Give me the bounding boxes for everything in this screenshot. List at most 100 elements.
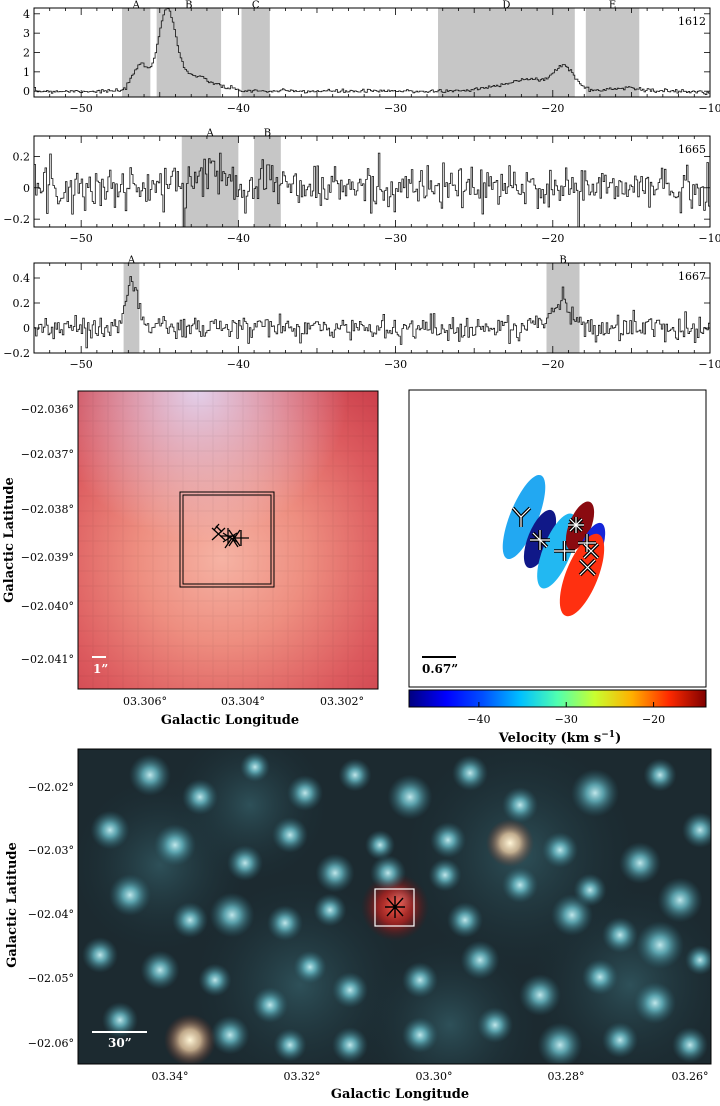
ellipse-comp-1 (502, 474, 546, 560)
ytick-1667-3: 0.4 (13, 272, 31, 285)
region-label-1612-B: B (185, 0, 192, 11)
small-map-ytick-5: −02.040° (21, 600, 74, 613)
small-map-xtick-2: 03.304° (221, 695, 265, 708)
region-label-1667-A: A (127, 255, 136, 266)
region-label-1665-B: B (264, 128, 271, 139)
large-map-x-ticks: 03.34° 03.32° 03.30° 03.28° 03.26° (152, 1070, 709, 1083)
region-1665-A (181, 136, 239, 227)
small-map-ytick-1: −02.036° (21, 403, 74, 416)
small-map-box-inner (182, 494, 272, 585)
spectra-panels: A B C D E −50 −40 −30 −20 −10 0 1 2 3 4 1612 A B −50 −40 −30… (3, 0, 720, 371)
ytick-1612-2: 2 (23, 47, 30, 60)
region-label-1612-E: E (609, 0, 616, 11)
large-map-y-ticks: −02.02° −02.03° −02.04° −02.05° −02.06° (28, 781, 74, 1050)
velocity-scale-label: 0.67” (422, 662, 458, 676)
large-map-ytick-1: −02.02° (28, 781, 74, 794)
spectrum-line-1667 (34, 276, 711, 349)
velocity-colorbar (408, 689, 707, 708)
small-map-ylabel: Galactic Latitude (2, 477, 17, 603)
spectrum-1665: A B −50 −40 −30 −20 −10 −0.2 0 0.2 1665 (3, 128, 720, 245)
spectrum-label-1612: 1612 (678, 15, 706, 28)
small-map-scale-label: 1” (93, 662, 108, 676)
large-map-stars (78, 749, 711, 1064)
bright-source-top-right (486, 819, 534, 867)
region-1612-D (438, 8, 575, 97)
small-map-box-outer (179, 491, 275, 588)
colorbar-tick-1: −30 (555, 713, 578, 726)
region-label-1612-C: C (252, 0, 260, 11)
velocity-crosses (511, 506, 600, 577)
xtick-1612-1: −40 (227, 102, 250, 115)
region-label-1665-A: A (205, 128, 214, 139)
large-map-xtick-3: 03.30° (416, 1070, 453, 1083)
large-map-xtick-1: 03.34° (152, 1070, 189, 1083)
region-1612-B (156, 8, 222, 97)
xtick-1665-2: −30 (384, 232, 407, 245)
large-map-panel: −02.02° −02.03° −02.04° −02.05° −02.06° … (0, 745, 720, 1102)
large-map-svg: −02.02° −02.03° −02.04° −02.05° −02.06° … (5, 748, 712, 1102)
xtick-1665-3: −20 (541, 232, 564, 245)
small-map-ytick-2: −02.037° (21, 448, 74, 461)
ytick-1667-1: 0 (23, 322, 30, 335)
large-map-xtick-2: 03.32° (284, 1070, 321, 1083)
large-map-ytick-4: −02.05° (28, 972, 74, 985)
spectrum-label-1665: 1665 (678, 143, 706, 156)
large-map-scale-label: 30” (108, 1036, 132, 1050)
xtick-1667-1: −40 (227, 358, 250, 371)
region-label-1612-D: D (502, 0, 510, 11)
ytick-1612-3: 3 (23, 27, 30, 40)
large-map-xtick-4: 03.28° (548, 1070, 585, 1083)
small-map-maser-markers (211, 523, 249, 549)
large-map-ytick-2: −02.03° (28, 844, 74, 857)
spectrum-1612: A B C D E −50 −40 −30 −20 −10 0 1 2 3 4 1612 (23, 0, 720, 115)
colorbar-tick-2: −20 (642, 713, 665, 726)
region-1667-A (123, 263, 140, 353)
region-label-1667-B: B (559, 255, 566, 266)
small-map-panel: −02.036° −02.037° −02.038° −02.039° −02.… (0, 380, 400, 730)
small-map-xlabel: Galactic Longitude (161, 713, 299, 728)
bright-source-bottom-left (164, 1014, 216, 1064)
small-map-x-ticks: 03.306° 03.304° 03.302° (123, 695, 364, 708)
ytick-1667-2: 0.2 (13, 297, 31, 310)
small-map-xtick-3: 03.302° (320, 695, 364, 708)
small-map-ytick-6: −02.041° (21, 653, 74, 666)
xtick-1612-4: −10 (698, 102, 720, 115)
small-map-ytick-4: −02.039° (21, 551, 74, 564)
xtick-1667-0: −50 (70, 358, 93, 371)
xtick-1612-0: −50 (70, 102, 93, 115)
spectrum-line-1665 (34, 152, 711, 228)
spectrum-1667: A B −50 −40 −30 −20 −10 −0.2 0 0.2 0.4 1667 (3, 255, 720, 371)
spectrum-frame-1667 (33, 262, 711, 354)
ytick-1612-1: 1 (23, 66, 30, 79)
region-1612-A (122, 8, 151, 97)
ytick-1612-4: 4 (23, 8, 30, 21)
region-1665-B (254, 136, 281, 227)
large-map-xtick-5: 03.26° (672, 1070, 709, 1083)
xtick-1612-3: −20 (541, 102, 564, 115)
xtick-1667-3: −20 (541, 358, 564, 371)
region-label-1612-A: A (132, 0, 141, 11)
xtick-1665-0: −50 (70, 232, 93, 245)
large-map-maser-markers (385, 896, 405, 918)
velocity-svg: 0.67” −40 −30 −20 Velocity (km s−1) (408, 389, 707, 746)
xtick-1667-4: −10 (698, 358, 720, 371)
velocity-panel: 0.67” −40 −30 −20 Velocity (km s−1) (400, 380, 720, 750)
large-map-box (374, 888, 415, 927)
ytick-1665-0: −0.2 (3, 213, 30, 226)
colorbar-label: Velocity (km s−1) (498, 730, 621, 746)
small-map-svg: −02.036° −02.037° −02.038° −02.039° −02.… (2, 390, 379, 728)
ytick-1667-0: −0.2 (3, 347, 30, 360)
colorbar-ticks: −40 −30 −20 (467, 702, 665, 726)
xtick-1665-1: −40 (227, 232, 250, 245)
spectrum-frame-1665 (33, 135, 711, 228)
large-map-ytick-3: −02.04° (28, 908, 74, 921)
small-map-y-ticks: −02.036° −02.037° −02.038° −02.039° −02.… (21, 403, 74, 666)
ytick-1612-0: 0 (23, 85, 30, 98)
xtick-1665-4: −10 (698, 232, 720, 245)
colorbar-tick-0: −40 (467, 713, 490, 726)
region-1612-E (585, 8, 640, 97)
ytick-1665-1: 0 (23, 182, 30, 195)
spectrum-line-1612 (34, 7, 711, 95)
large-map-ylabel: Galactic Latitude (5, 842, 20, 968)
ytick-1665-2: 0.2 (13, 150, 31, 163)
